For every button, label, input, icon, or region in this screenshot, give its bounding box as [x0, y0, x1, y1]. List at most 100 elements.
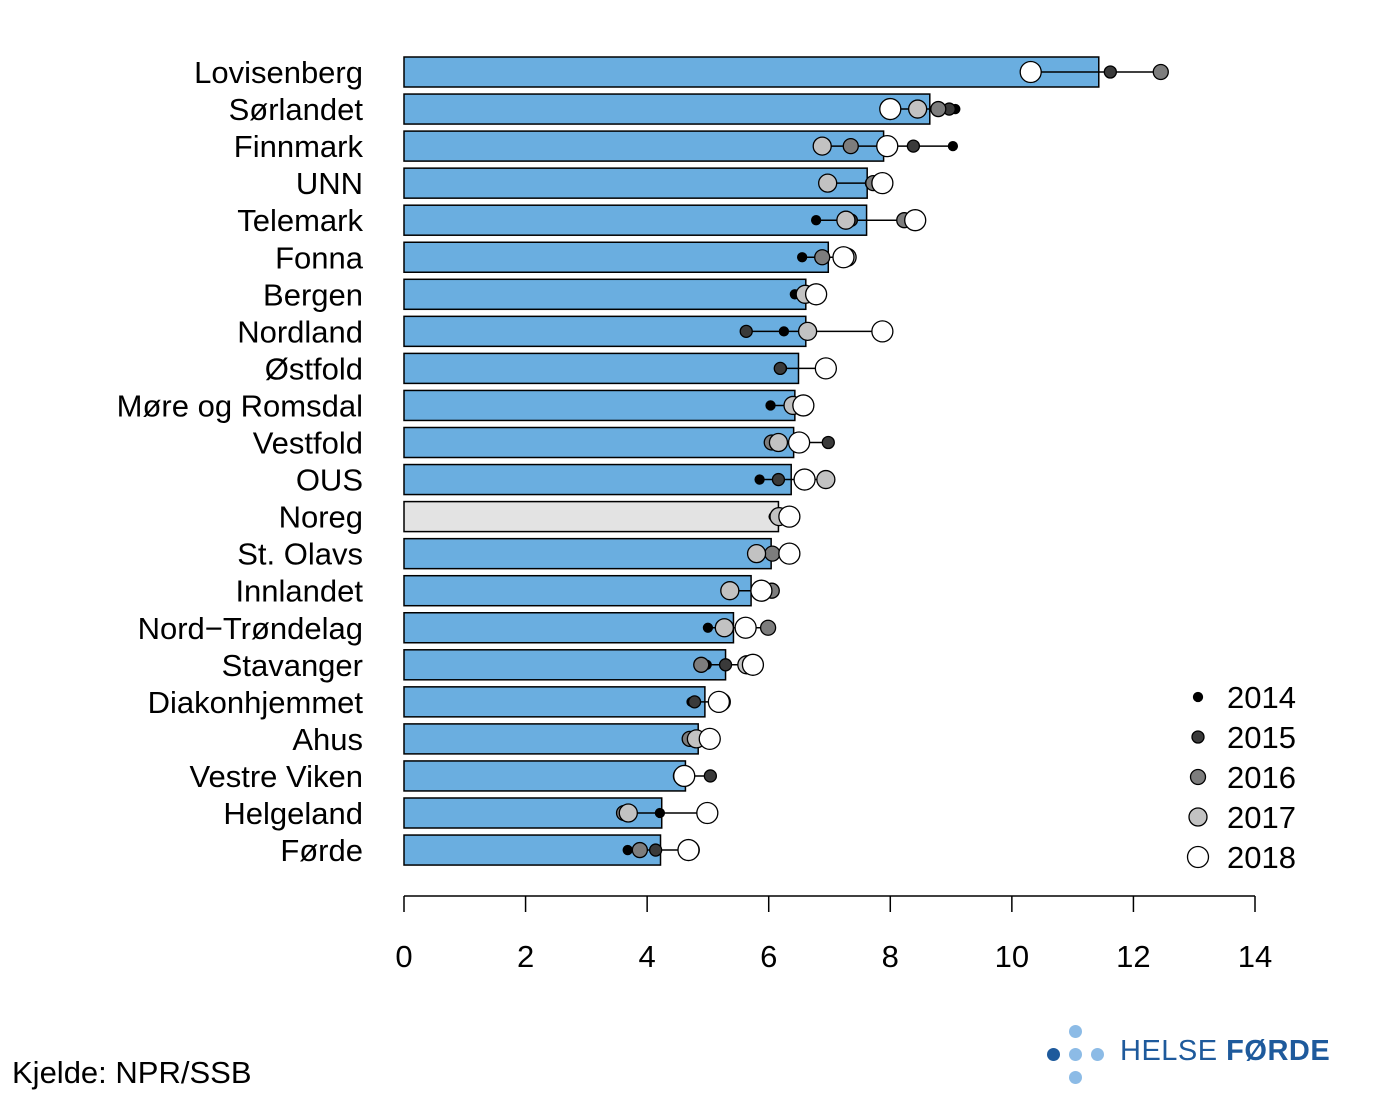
marker-2018 [904, 209, 927, 232]
logo-text-part1: HELSE [1120, 1035, 1227, 1067]
legend-marker-2015 [1191, 730, 1205, 744]
x-tick-label: 4 [639, 939, 656, 974]
marker-2018 [696, 801, 719, 825]
legend-label: 2015 [1227, 720, 1296, 755]
marker-2017 [714, 618, 734, 638]
marker-2014 [765, 400, 776, 411]
x-tick-label: 6 [760, 939, 777, 974]
x-tick-label: 14 [1238, 939, 1272, 974]
legend-marker-2018 [1186, 845, 1210, 869]
bar-11 [403, 463, 792, 496]
marker-2018 [879, 97, 902, 121]
marker-2016 [764, 545, 781, 562]
marker-2018 [876, 134, 899, 158]
category-label: Stavanger [222, 648, 363, 683]
marker-2016 [930, 100, 947, 118]
marker-2018 [750, 579, 773, 602]
logo-text-part2: FØRDE [1226, 1035, 1331, 1067]
marker-2018 [871, 171, 894, 195]
bar-0 [403, 56, 1100, 88]
bar-1 [403, 93, 931, 125]
source-note: Kjelde: NPR/SSB [12, 1055, 252, 1090]
marker-2014 [654, 807, 666, 819]
x-tick-label: 2 [517, 939, 534, 974]
bar-14 [403, 574, 752, 607]
legend-marker-2014 [1192, 691, 1204, 703]
marker-2017 [907, 99, 928, 119]
marker-2018 [741, 653, 765, 676]
marker-2015 [649, 843, 663, 857]
legend-label: 2016 [1227, 760, 1296, 795]
logo-dot-icon [1069, 1025, 1082, 1038]
legend-marker-2017 [1188, 807, 1208, 827]
category-label: Diakonhjemmet [148, 685, 364, 720]
logo-dot-icon [1091, 1048, 1104, 1061]
logo-dot-icon [1069, 1071, 1082, 1084]
legend-label: 2018 [1227, 840, 1296, 875]
marker-2014 [810, 215, 822, 226]
marker-2017 [768, 432, 789, 453]
marker-2017 [836, 210, 856, 230]
category-label: Møre og Romsdal [117, 388, 363, 423]
marker-2018 [707, 690, 731, 713]
bar-18 [403, 723, 699, 755]
bar-2 [403, 130, 885, 162]
x-tick-label: 8 [882, 939, 899, 974]
marker-2015 [773, 361, 787, 376]
legend-label: 2014 [1227, 680, 1296, 715]
marker-2018 [778, 505, 801, 528]
bar-5 [403, 241, 830, 273]
category-label: Nord−Trøndelag [138, 611, 363, 646]
category-label: UNN [296, 166, 363, 201]
helse-forde-logo: HELSE FØRDE [1042, 1022, 1342, 1088]
marker-2018 [778, 542, 801, 565]
marker-2018 [792, 394, 815, 417]
marker-2016 [759, 619, 777, 636]
marker-2016 [842, 137, 859, 155]
bar-17 [403, 686, 706, 718]
marker-2018 [734, 616, 757, 639]
marker-2018 [677, 838, 700, 862]
marker-2015 [703, 769, 718, 783]
legend-marker-2016 [1189, 768, 1207, 786]
bar-7 [403, 315, 807, 348]
marker-2014 [778, 326, 790, 337]
bar-9 [403, 389, 796, 422]
marker-2016 [1152, 63, 1169, 81]
marker-2014 [796, 252, 808, 263]
x-tick-label: 12 [1116, 939, 1150, 974]
marker-2018 [1019, 60, 1042, 84]
category-label: Østfold [265, 351, 363, 386]
marker-2015 [906, 139, 921, 153]
marker-2014 [947, 140, 959, 152]
marker-2017 [812, 136, 832, 156]
bar-chart: LovisenbergSørlandetFinnmarkUNNTelemarkF… [117, 55, 1296, 1020]
marker-2016 [631, 841, 648, 859]
marker-2014 [754, 474, 765, 485]
category-label: Innlandet [235, 574, 363, 609]
bar-15 [403, 612, 735, 644]
logo-dot-icon [1069, 1048, 1082, 1061]
x-tick-label: 10 [995, 939, 1029, 974]
bar-10 [403, 426, 795, 459]
marker-2016 [693, 656, 710, 673]
category-label: Noreg [279, 500, 363, 535]
marker-2017 [720, 581, 740, 601]
marker-2015 [1103, 65, 1117, 79]
marker-2018 [832, 246, 855, 269]
category-label: OUS [296, 463, 363, 498]
marker-2018 [793, 468, 816, 491]
marker-2015 [718, 658, 733, 672]
bar-12 [403, 500, 780, 533]
marker-2015 [771, 472, 786, 487]
marker-2014 [622, 844, 633, 856]
logo-text: HELSE FØRDE [1120, 1035, 1330, 1068]
marker-2015 [739, 324, 753, 339]
category-label: Fonna [275, 240, 364, 275]
marker-2017 [818, 173, 838, 193]
category-label: Nordland [237, 314, 363, 349]
bar-4 [403, 204, 868, 236]
marker-2018 [673, 764, 696, 788]
category-label: Vestfold [253, 426, 363, 461]
category-label: Bergen [263, 277, 363, 312]
